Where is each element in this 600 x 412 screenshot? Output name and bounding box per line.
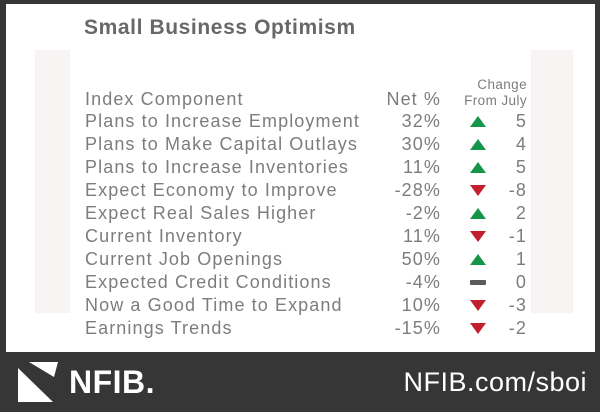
net-percent-value: -28% <box>394 180 441 200</box>
header-change-line1: Change <box>477 77 527 92</box>
net-percent-value: 10% <box>401 295 441 315</box>
change-value: 5 <box>515 157 527 177</box>
net-percent-value: 30% <box>401 134 441 154</box>
arrow-up-icon <box>470 162 486 173</box>
table-row: Earnings Trends -15% -2 <box>85 317 527 340</box>
header-change-from-july: Change From July <box>441 77 527 110</box>
footer-url: NFIB.com/sboi <box>403 366 587 397</box>
change-value: -1 <box>508 226 527 246</box>
frame-left-border <box>0 0 6 352</box>
change-direction-cell <box>459 162 497 173</box>
change-direction-cell <box>459 280 497 285</box>
net-percent-value: -2% <box>405 203 441 223</box>
change-direction-cell <box>459 116 497 127</box>
table-row: Expect Real Sales Higher -2% 2 <box>85 202 527 225</box>
table-row: Plans to Increase Employment 32% 5 <box>85 110 527 133</box>
net-percent-value: 50% <box>401 249 441 269</box>
arrow-down-icon <box>470 300 486 311</box>
change-value: 5 <box>515 111 527 131</box>
change-direction-cell <box>459 323 497 334</box>
component-label: Earnings Trends <box>85 318 233 338</box>
net-percent-value: 11% <box>403 157 441 177</box>
arrow-down-icon <box>470 323 486 334</box>
header-index-component: Index Component <box>85 89 244 109</box>
background-column-left <box>35 50 70 313</box>
change-value: 2 <box>515 203 527 223</box>
no-change-dash-icon <box>470 280 486 285</box>
optimism-table: Index Component Net % Change From July P… <box>85 70 527 340</box>
page-title: Small Business Optimism <box>84 16 356 39</box>
header-change-line2: From July <box>464 93 527 108</box>
component-label: Expect Real Sales Higher <box>85 203 317 223</box>
net-percent-value: -4% <box>405 272 441 292</box>
arrow-up-icon <box>470 116 486 127</box>
change-direction-cell <box>459 300 497 311</box>
net-percent-value: -15% <box>394 318 441 338</box>
table-row: Expect Economy to Improve -28% -8 <box>85 179 527 202</box>
nfib-wordmark: NFIB. <box>69 363 156 400</box>
table-row: Current Job Openings 50% 1 <box>85 248 527 271</box>
net-percent-value: 11% <box>403 226 441 246</box>
component-label: Plans to Increase Inventories <box>85 157 350 177</box>
component-label: Expected Credit Conditions <box>85 272 332 292</box>
table-row: Now a Good Time to Expand 10% -3 <box>85 294 527 317</box>
change-direction-cell <box>459 231 497 242</box>
arrow-down-icon <box>470 231 486 242</box>
change-value: -3 <box>508 295 527 315</box>
component-label: Current Inventory <box>85 226 243 246</box>
arrow-up-icon <box>470 254 486 265</box>
change-direction-cell <box>459 208 497 219</box>
table-row: Plans to Make Capital Outlays 30% 4 <box>85 133 527 156</box>
component-label: Now a Good Time to Expand <box>85 295 343 315</box>
component-label: Plans to Increase Employment <box>85 111 360 131</box>
frame-top-border <box>0 0 600 4</box>
change-direction-cell <box>459 139 497 150</box>
change-value: 0 <box>515 272 527 292</box>
nfib-logo-icon <box>18 362 58 402</box>
net-percent-value: 32% <box>401 111 441 131</box>
component-label: Plans to Make Capital Outlays <box>85 134 359 154</box>
arrow-down-icon <box>470 185 486 196</box>
frame-right-border <box>595 0 600 352</box>
arrow-up-icon <box>470 139 486 150</box>
change-direction-cell <box>459 254 497 265</box>
table-row: Plans to Increase Inventories 11% 5 <box>85 156 527 179</box>
component-label: Current Job Openings <box>85 249 284 269</box>
footer-bar: NFIB. NFIB.com/sboi <box>0 352 600 412</box>
component-label: Expect Economy to Improve <box>85 180 338 200</box>
arrow-up-icon <box>470 208 486 219</box>
table-body: Plans to Increase Employment 32% 5 Plans… <box>85 110 527 340</box>
change-value: -2 <box>508 318 527 338</box>
change-value: 1 <box>515 249 527 269</box>
change-value: 4 <box>515 134 527 154</box>
table-header-row: Index Component Net % Change From July <box>85 70 527 110</box>
header-net-percent: Net % <box>386 89 441 109</box>
background-column-right <box>531 50 573 313</box>
table-row: Expected Credit Conditions -4% 0 <box>85 271 527 294</box>
change-value: -8 <box>508 180 527 200</box>
change-direction-cell <box>459 185 497 196</box>
table-row: Current Inventory 11% -1 <box>85 225 527 248</box>
